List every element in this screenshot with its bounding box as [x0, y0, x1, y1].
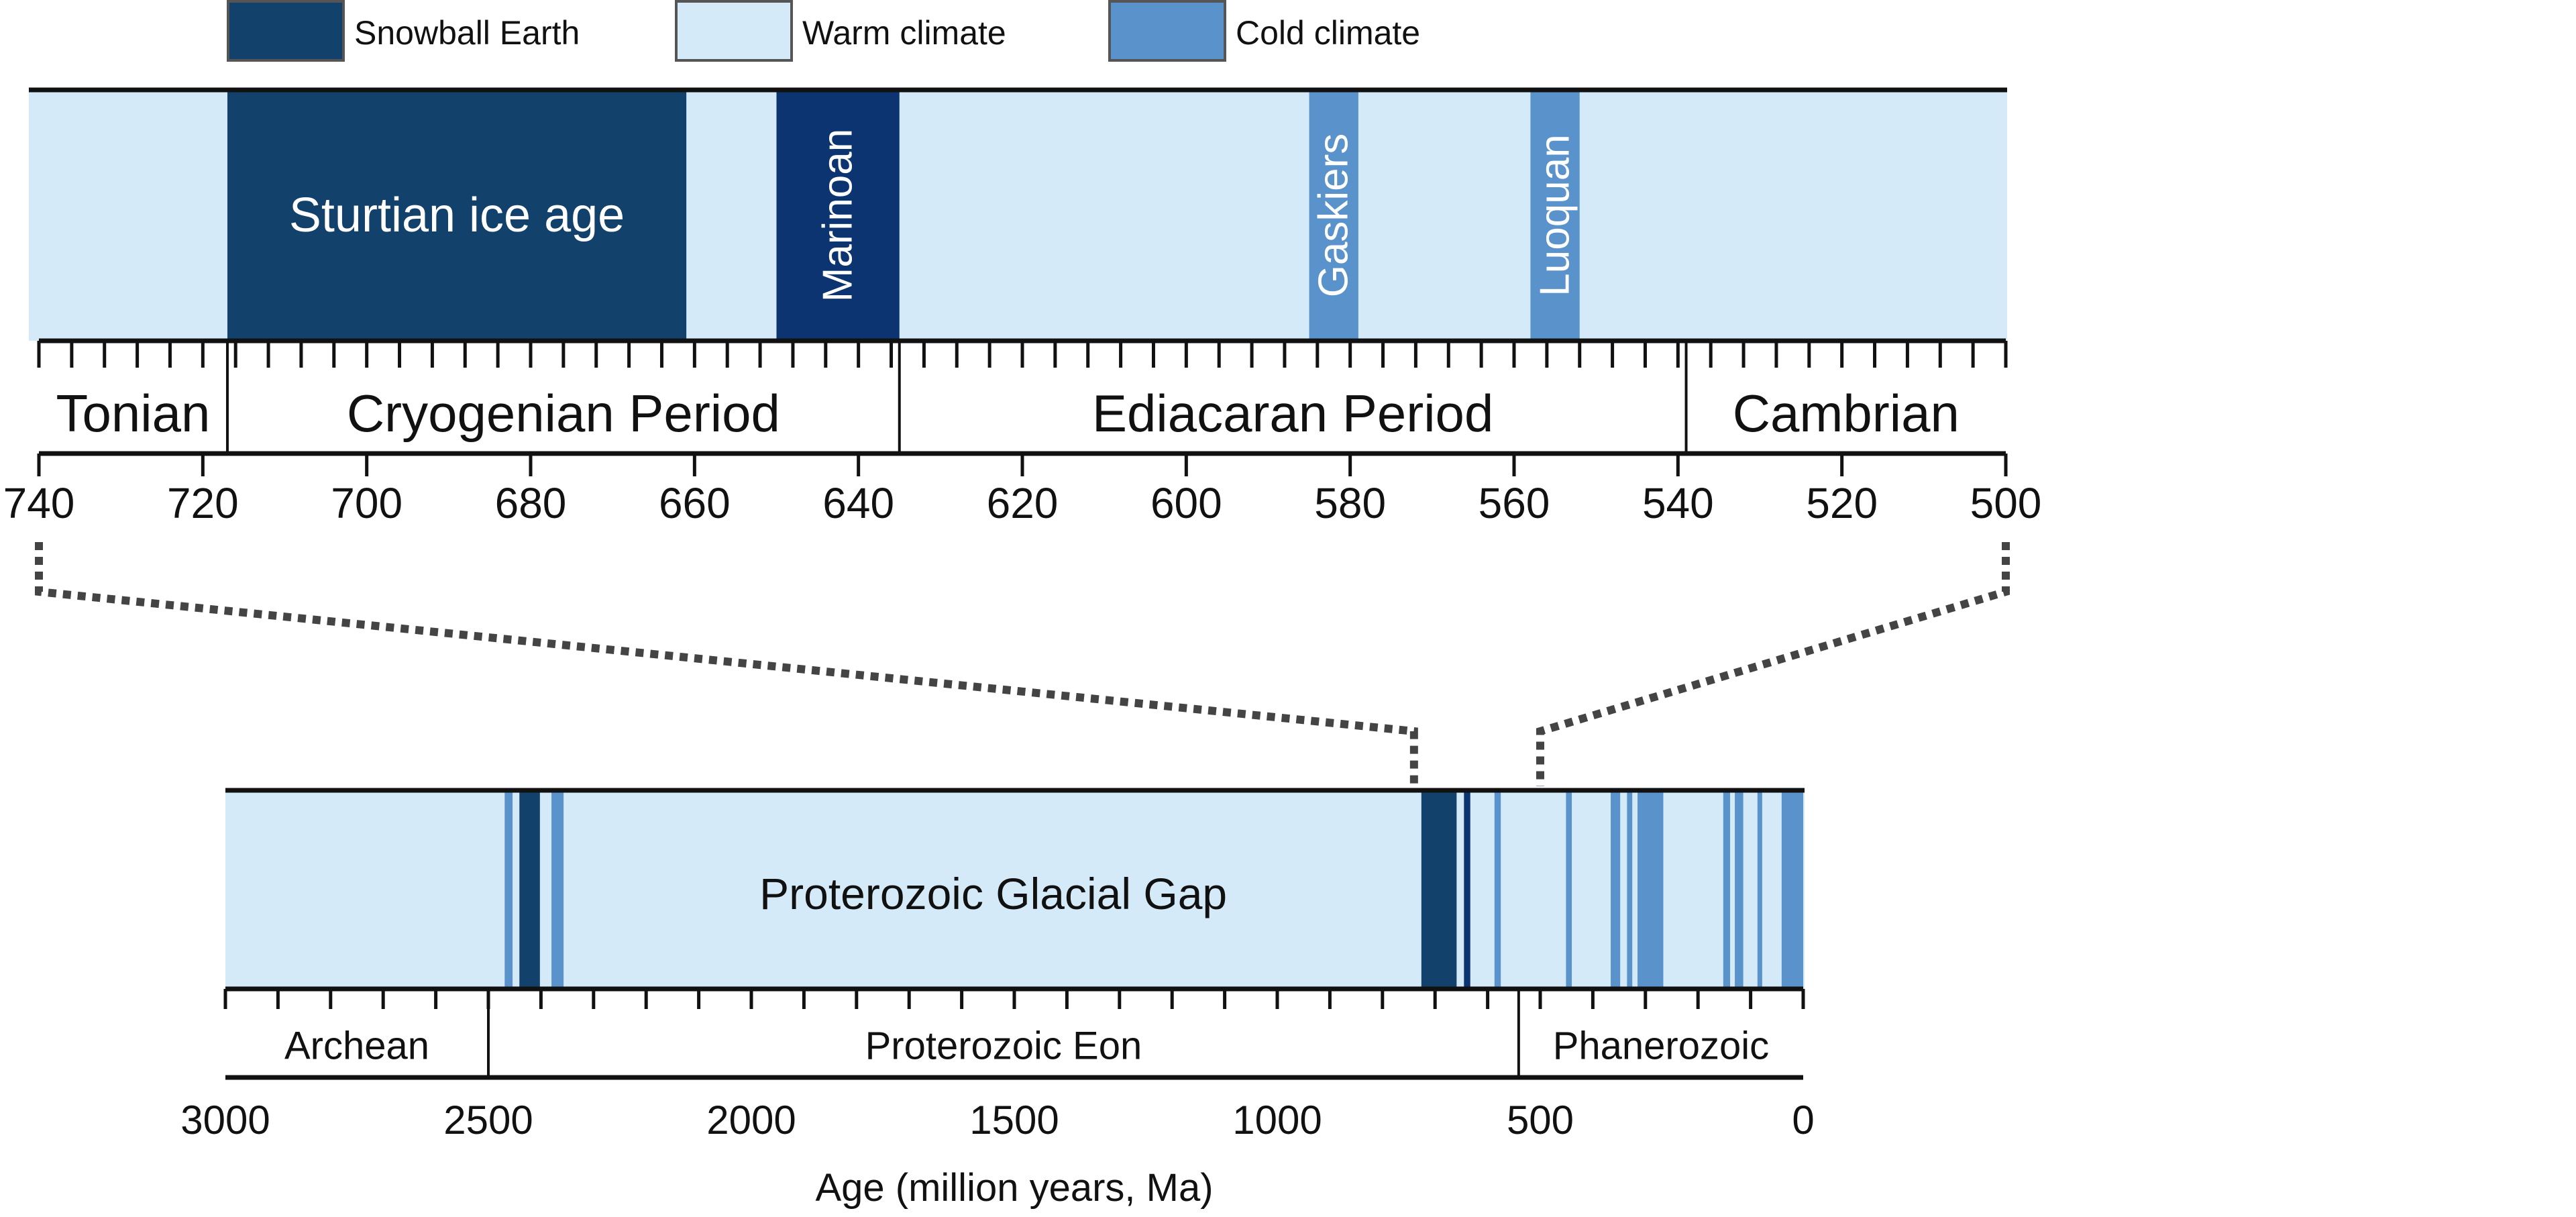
interval-cold	[1494, 790, 1501, 989]
interval-cold	[551, 790, 564, 989]
period-label: Cambrian	[1733, 384, 1960, 443]
zoom-line-left	[35, 542, 1418, 786]
tick-label: 500	[1507, 1098, 1574, 1143]
tick-label: 3000	[180, 1098, 270, 1143]
interval-label: Luoquan	[1532, 134, 1578, 296]
legend-swatch-cold	[1108, 0, 1226, 62]
center-label: Proterozoic Glacial Gap	[759, 869, 1227, 918]
interval-cold	[1611, 790, 1621, 989]
tick-label: 580	[1314, 479, 1386, 527]
interval-snowball_dark	[776, 90, 900, 341]
period-label: Proterozoic Eon	[865, 1024, 1142, 1068]
tick-label: 1000	[1232, 1098, 1322, 1143]
legend-label: Snowball Earth	[354, 14, 580, 52]
tick-label: 740	[3, 479, 75, 527]
interval-snowball	[519, 790, 540, 989]
climate-bar-background	[225, 790, 1805, 989]
bottom-timeline: Proterozoic Glacial Gap Archean Proterozoi…	[180, 788, 1815, 1210]
interval-cold	[504, 790, 513, 989]
interval-cold	[1530, 90, 1580, 341]
tick-label: 2500	[443, 1098, 533, 1143]
interval-cold	[1627, 790, 1633, 989]
zoom-connector-lines	[35, 542, 2010, 786]
interval-snowball	[1421, 790, 1457, 989]
tick-label: 620	[987, 479, 1059, 527]
legend-label: Cold climate	[1236, 14, 1420, 52]
interval-cold	[1723, 790, 1731, 989]
interval-cold	[1735, 790, 1743, 989]
tick-label: 700	[331, 479, 402, 527]
legend: Snowball Earth Warm climate Cold climate	[227, 0, 1420, 62]
legend-swatch-snowball	[227, 0, 345, 62]
interval-cold	[1781, 790, 1803, 989]
x-axis-label: Age (million years, Ma)	[815, 1166, 1213, 1210]
interval-snowball_dark	[1464, 790, 1470, 989]
tick-label: 600	[1150, 479, 1222, 527]
period-label: Archean	[284, 1024, 429, 1068]
interval-cold	[1309, 90, 1358, 341]
interval-label: Marinoan	[815, 129, 861, 302]
legend-swatch-warm	[675, 0, 793, 62]
period-label: Cryogenian Period	[347, 384, 780, 443]
tick-label: 0	[1792, 1098, 1814, 1143]
legend-label: Warm climate	[802, 14, 1006, 52]
period-label: Tonian	[56, 384, 211, 443]
interval-cold	[1566, 790, 1572, 989]
interval-cold	[1638, 790, 1664, 989]
interval-label: Gaskiers	[1311, 134, 1357, 298]
tick-label: 1500	[969, 1098, 1059, 1143]
top-timeline: Sturtian ice age Marinoan Gaskiers Luoquan T…	[3, 87, 2042, 527]
interval-cold	[1757, 790, 1762, 989]
tick-label: 660	[659, 479, 731, 527]
zoom-line-right	[1536, 542, 2010, 786]
tick-label: 520	[1806, 479, 1878, 527]
period-label: Phanerozoic	[1553, 1024, 1769, 1068]
tick-label: 560	[1479, 479, 1550, 527]
tick-label: 2000	[706, 1098, 796, 1143]
tick-label: 680	[495, 479, 567, 527]
tick-label: 640	[822, 479, 894, 527]
period-label: Ediacaran Period	[1092, 384, 1493, 443]
tick-label: 540	[1642, 479, 1714, 527]
tick-label: 500	[1970, 479, 2042, 527]
tick-label: 720	[167, 479, 239, 527]
interval-snowball	[227, 90, 687, 341]
interval-label: Sturtian ice age	[289, 189, 625, 242]
